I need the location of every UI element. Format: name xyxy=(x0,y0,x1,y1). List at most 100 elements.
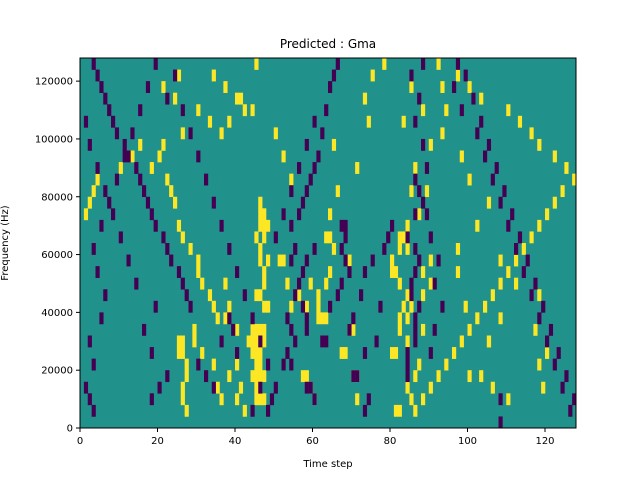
heatmap-cell-low xyxy=(114,173,120,186)
heatmap-cell-high xyxy=(514,254,519,267)
heatmap-cell-high xyxy=(215,312,220,325)
heatmap-cell-low xyxy=(421,138,426,151)
heatmap-cell-high xyxy=(157,150,162,163)
heatmap-cell-high xyxy=(289,300,294,313)
heatmap-cell-high xyxy=(490,381,495,394)
heatmap-cell-low xyxy=(184,289,189,302)
heatmap-cell-low xyxy=(134,277,139,290)
heatmap-cell-high xyxy=(545,208,550,221)
heatmap-cell-high xyxy=(266,219,271,232)
heatmap-cell-low xyxy=(99,219,104,232)
heatmap-cell-low xyxy=(424,162,430,174)
heatmap-cell-high xyxy=(258,208,263,221)
heatmap-cell-low xyxy=(103,289,108,302)
heatmap-cell-high xyxy=(324,231,329,244)
heatmap-cell-high xyxy=(219,393,224,406)
heatmap-cell-high xyxy=(506,266,511,278)
heatmap-cell-high xyxy=(173,92,178,105)
heatmap-cell-high xyxy=(390,266,395,278)
heatmap-cell-low xyxy=(560,381,565,394)
heatmap-cell-low xyxy=(289,185,294,198)
heatmap-cell-low xyxy=(428,231,433,244)
heatmap-cell-high xyxy=(297,289,302,302)
heatmap-cell-high xyxy=(262,231,267,244)
heatmap-cell-low xyxy=(343,219,348,232)
heatmap-cell-low xyxy=(517,231,523,244)
heatmap-cell-low xyxy=(440,300,445,313)
heatmap-cell-high xyxy=(258,323,263,336)
heatmap-cell-low xyxy=(289,323,294,336)
heatmap-cell-low xyxy=(149,208,154,221)
heatmap-cell-high xyxy=(250,347,255,359)
heatmap-cell-low xyxy=(421,196,426,209)
heatmap-cell-high xyxy=(316,289,321,302)
heatmap-cells xyxy=(80,58,577,429)
heatmap-cell-low xyxy=(211,196,216,209)
heatmap-cell-low xyxy=(95,69,100,82)
heatmap-cell-high xyxy=(397,243,402,255)
heatmap-cell-low xyxy=(138,104,143,117)
heatmap-cell-low xyxy=(564,370,569,383)
heatmap-cell-high xyxy=(490,289,495,302)
heatmap-cell-high xyxy=(258,347,263,359)
heatmap-cell-high xyxy=(397,312,402,325)
heatmap-cell-high xyxy=(250,104,255,117)
heatmap-cell-low xyxy=(413,243,418,255)
heatmap-cell-low xyxy=(219,335,224,348)
heatmap-cell-low xyxy=(312,393,317,406)
heatmap-cell-high xyxy=(316,312,321,325)
heatmap-cell-low xyxy=(417,92,422,105)
heatmap-cell-low xyxy=(273,231,278,244)
heatmap-cell-high xyxy=(393,347,399,359)
heatmap-cell-low xyxy=(304,323,309,336)
heatmap-cell-high xyxy=(479,92,484,105)
heatmap-cell-high xyxy=(347,254,352,267)
heatmap-cell-high xyxy=(521,243,526,255)
heatmap-cell-high xyxy=(514,277,519,290)
heatmap-cell-low xyxy=(111,115,116,128)
heatmap-cell-high xyxy=(463,300,468,313)
heatmap-cell-low xyxy=(293,289,298,302)
heatmap-cell-high xyxy=(343,347,348,359)
heatmap-cell-high xyxy=(118,162,123,174)
heatmap-cell-high xyxy=(405,335,410,348)
heatmap-cell-high xyxy=(390,254,395,267)
heatmap-cell-low xyxy=(281,358,286,371)
heatmap-cell-low xyxy=(103,185,108,198)
heatmap-cell-low xyxy=(572,393,577,406)
heatmap-cell-low xyxy=(173,69,178,82)
heatmap-cell-low xyxy=(165,243,170,255)
heatmap-cell-high xyxy=(304,300,309,313)
heatmap-cell-low xyxy=(421,58,426,70)
heatmap-cell-high xyxy=(421,323,426,336)
heatmap-cell-high xyxy=(552,150,557,163)
heatmap-cell-low xyxy=(169,254,174,267)
heatmap-cell-high xyxy=(173,196,178,209)
heatmap-cell-low xyxy=(370,254,375,267)
heatmap-cell-high xyxy=(242,104,247,117)
heatmap-cell-high xyxy=(235,323,240,336)
heatmap-cell-high xyxy=(184,370,189,383)
heatmap-cell-high xyxy=(95,173,100,186)
heatmap-cell-low xyxy=(471,92,476,105)
heatmap-cell-low xyxy=(304,138,309,151)
heatmap-cell-high xyxy=(211,300,216,313)
heatmap-cell-high xyxy=(479,370,484,383)
heatmap-cell-high xyxy=(192,335,197,348)
heatmap-cell-high xyxy=(498,277,503,290)
heatmap-cell-high xyxy=(87,196,92,209)
heatmap-cell-high xyxy=(483,300,488,313)
heatmap-cell-high xyxy=(235,92,240,105)
heatmap-cell-high xyxy=(258,254,263,267)
heatmap-cell-high xyxy=(409,300,414,313)
heatmap-cell-low xyxy=(118,231,123,244)
heatmap-cell-high xyxy=(428,254,433,267)
heatmap-cell-high xyxy=(401,115,406,128)
heatmap-cell-high xyxy=(254,358,259,371)
heatmap-cell-low xyxy=(153,300,158,313)
heatmap-cell-high xyxy=(285,277,290,290)
heatmap-cell-low xyxy=(436,254,441,267)
heatmap-cell-low xyxy=(359,289,364,302)
heatmap-cell-high xyxy=(498,254,503,267)
heatmap-cell-low xyxy=(293,243,298,255)
